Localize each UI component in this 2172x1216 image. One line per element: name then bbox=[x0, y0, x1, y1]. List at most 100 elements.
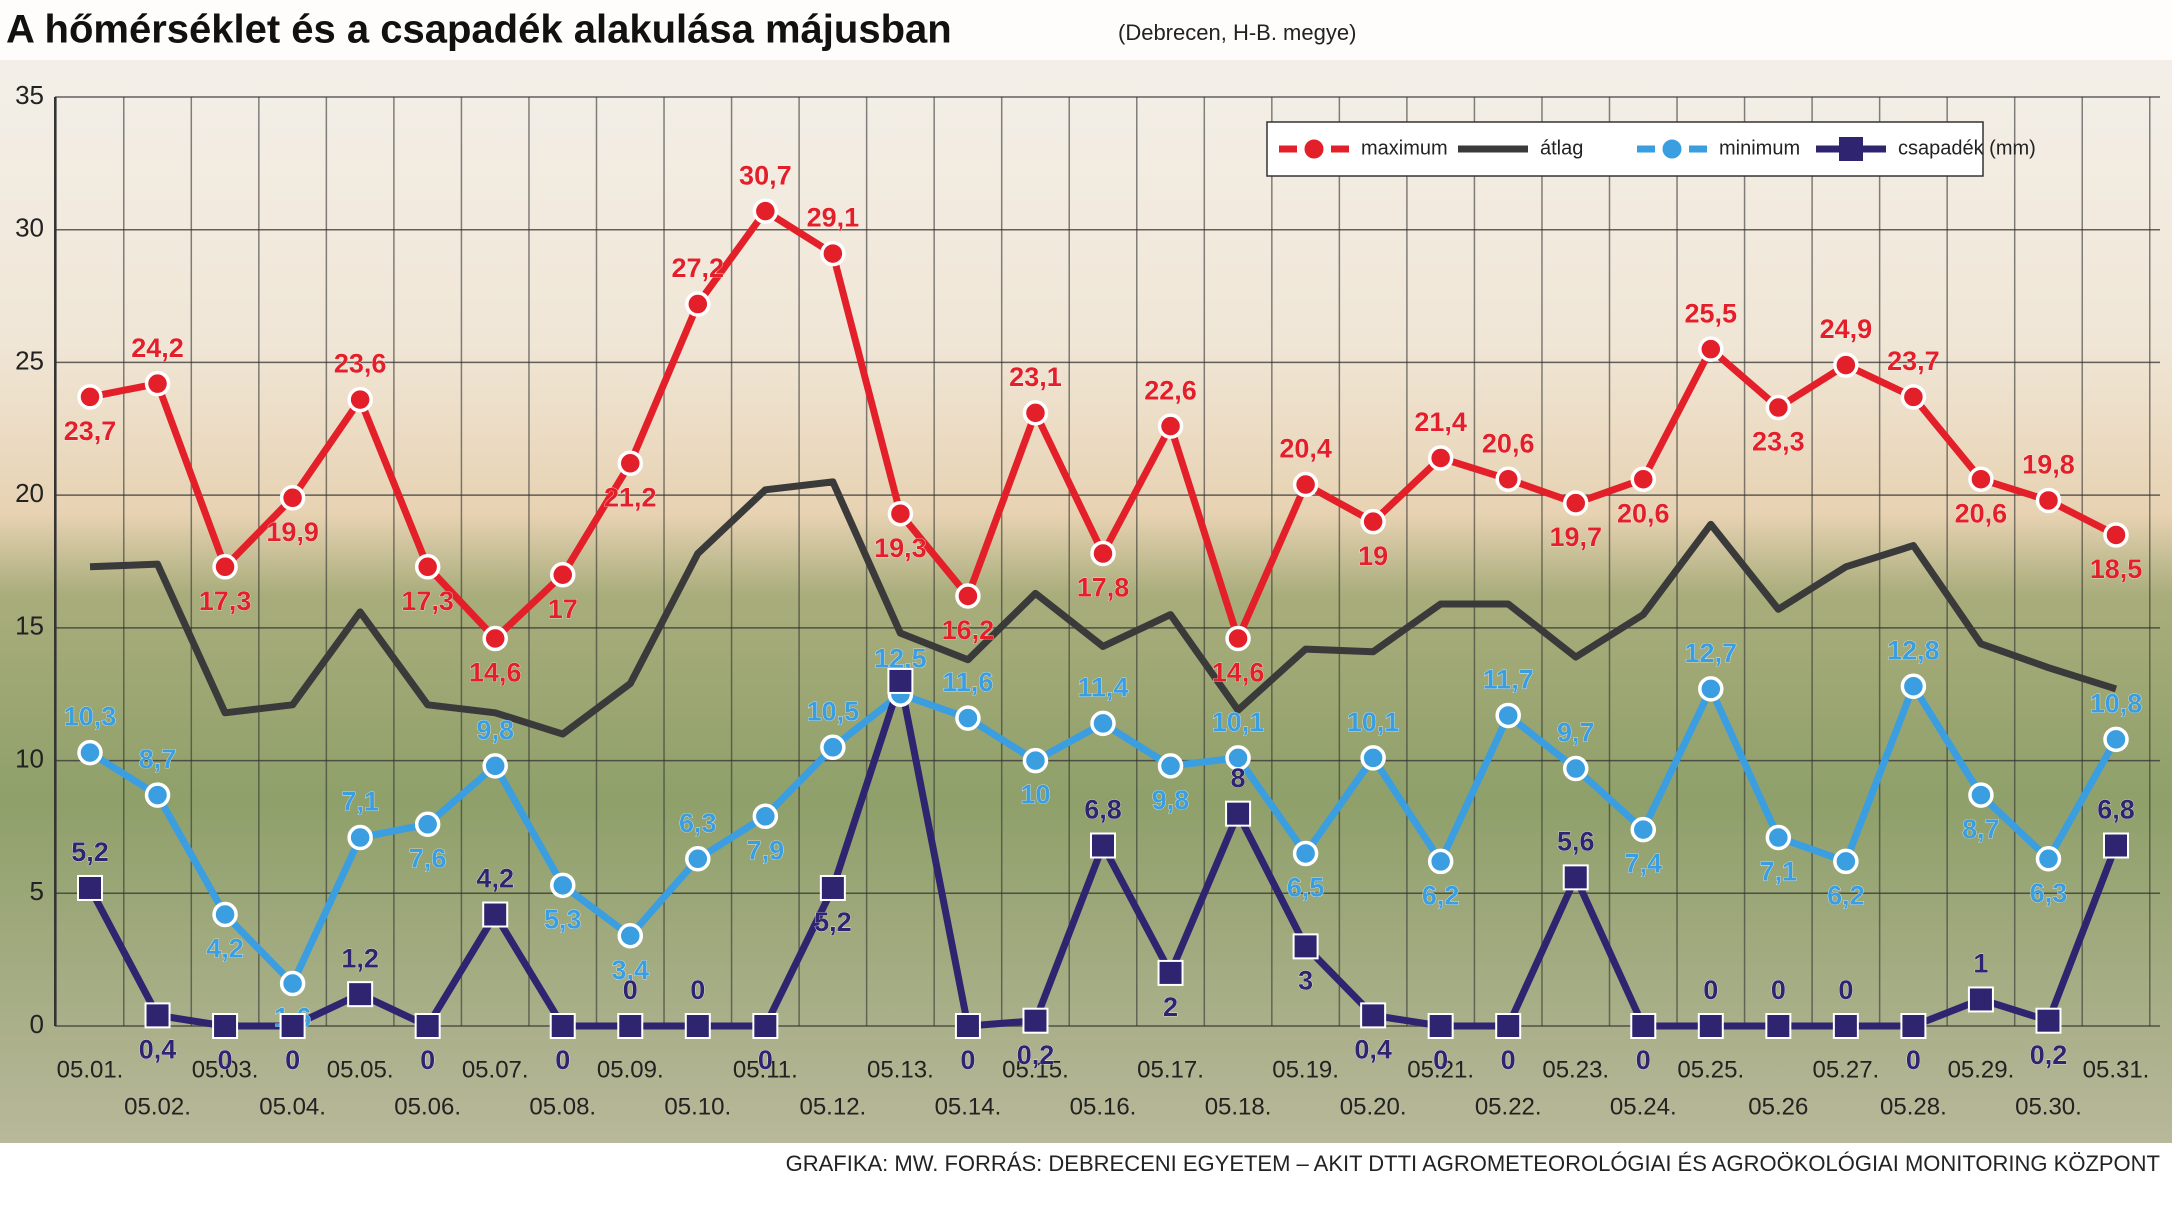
source: GRAFIKA: MW. FORRÁS: DEBRECENI EGYETEM –… bbox=[786, 1151, 2160, 1176]
title-band bbox=[0, 0, 2172, 60]
point bbox=[77, 384, 103, 410]
point bbox=[347, 386, 373, 413]
legend-label: átlag bbox=[1540, 137, 1583, 159]
data-label: 5,6 bbox=[1557, 826, 1595, 856]
point bbox=[1090, 832, 1116, 859]
point bbox=[414, 1013, 441, 1039]
point bbox=[1562, 864, 1589, 891]
data-label: 2 bbox=[1163, 992, 1178, 1022]
data-label: 10,8 bbox=[2090, 688, 2143, 718]
data-label: 5,2 bbox=[814, 907, 852, 937]
point bbox=[482, 753, 508, 779]
point bbox=[1360, 508, 1386, 535]
point bbox=[414, 554, 441, 580]
data-label: 0 bbox=[420, 1045, 435, 1075]
data-label: 14,6 bbox=[469, 658, 522, 688]
x-tick-label: 05.16. bbox=[1070, 1093, 1137, 1120]
point bbox=[1698, 676, 1724, 702]
data-label: 23,6 bbox=[334, 349, 387, 379]
point bbox=[1495, 1013, 1522, 1039]
data-label: 8 bbox=[1231, 763, 1246, 793]
point bbox=[1225, 800, 1252, 827]
data-label: 8,7 bbox=[1962, 814, 2000, 844]
data-label: 0 bbox=[1838, 975, 1853, 1005]
x-tick-label: 05.04. bbox=[259, 1093, 326, 1120]
data-label: 0 bbox=[1906, 1045, 1921, 1075]
point bbox=[2035, 1007, 2062, 1034]
data-label: 5,2 bbox=[71, 837, 109, 867]
data-label: 30,7 bbox=[739, 160, 792, 190]
point bbox=[617, 450, 644, 477]
point bbox=[144, 370, 171, 397]
data-label: 11,7 bbox=[1483, 665, 1534, 695]
point bbox=[954, 1013, 981, 1039]
point bbox=[212, 554, 238, 580]
y-tick-label: 30 bbox=[15, 213, 44, 243]
data-label: 0,4 bbox=[139, 1035, 177, 1065]
point bbox=[887, 500, 914, 527]
data-label: 19,3 bbox=[874, 533, 927, 563]
point bbox=[279, 485, 306, 511]
x-tick-label: 05.23. bbox=[1542, 1056, 1609, 1083]
point bbox=[1832, 1013, 1859, 1039]
point bbox=[1562, 755, 1589, 782]
point bbox=[1360, 745, 1386, 771]
data-label: 0 bbox=[960, 1045, 975, 1075]
data-label: 6,2 bbox=[1827, 881, 1865, 911]
point bbox=[1090, 540, 1116, 567]
data-label: 24,2 bbox=[131, 333, 184, 363]
data-label: 23,1 bbox=[1009, 362, 1062, 392]
data-label: 10,1 bbox=[1347, 707, 1400, 737]
point bbox=[1495, 466, 1521, 492]
data-label: 29,1 bbox=[807, 203, 860, 233]
data-label: 19,8 bbox=[2022, 450, 2075, 480]
point bbox=[1765, 394, 1792, 421]
data-label: 17,3 bbox=[199, 586, 252, 616]
data-label: 11,6 bbox=[942, 667, 993, 697]
data-label: 0 bbox=[1771, 975, 1786, 1005]
data-label: 17 bbox=[548, 594, 578, 624]
data-label: 7,1 bbox=[341, 787, 379, 817]
data-label: 20,6 bbox=[1482, 428, 1535, 458]
point bbox=[482, 625, 508, 652]
point bbox=[887, 667, 914, 694]
point bbox=[347, 824, 373, 851]
point bbox=[279, 1013, 306, 1039]
point bbox=[685, 291, 711, 317]
x-tick-label: 05.11. bbox=[733, 1056, 798, 1083]
x-tick-label: 05.02. bbox=[124, 1093, 191, 1120]
data-label: 1 bbox=[1973, 949, 1988, 979]
x-tick-label: 05.26 bbox=[1748, 1093, 1808, 1120]
data-label: 20,4 bbox=[1279, 434, 1332, 464]
point bbox=[1833, 352, 1859, 378]
point bbox=[955, 705, 981, 731]
point bbox=[549, 872, 576, 899]
point bbox=[1698, 336, 1724, 362]
legend-marker bbox=[1659, 136, 1685, 162]
data-label: 21,2 bbox=[604, 482, 657, 512]
point bbox=[1292, 471, 1319, 498]
data-label: 4,2 bbox=[476, 864, 514, 894]
x-tick-label: 05.19. bbox=[1272, 1056, 1339, 1083]
data-label: 23,7 bbox=[64, 416, 117, 446]
data-label: 0 bbox=[690, 975, 705, 1005]
point bbox=[1697, 1013, 1724, 1039]
chart-title: A hőmérséklet és a csapadék alakulása má… bbox=[6, 8, 952, 52]
data-label: 21,4 bbox=[1414, 407, 1467, 437]
point bbox=[549, 1013, 576, 1039]
x-tick-label: 05.09. bbox=[597, 1056, 664, 1083]
data-label: 9,7 bbox=[1557, 718, 1595, 748]
point bbox=[1427, 445, 1454, 471]
data-label: 16,2 bbox=[942, 615, 995, 645]
data-label: 0,4 bbox=[1354, 1035, 1392, 1065]
point bbox=[1630, 816, 1657, 843]
x-tick-label: 05.08. bbox=[529, 1093, 596, 1120]
x-tick-label: 05.14. bbox=[935, 1093, 1002, 1120]
x-tick-label: 05.21. bbox=[1407, 1056, 1474, 1083]
data-label: 10 bbox=[1020, 780, 1050, 810]
legend-label: maximum bbox=[1361, 137, 1448, 159]
data-label: 0,2 bbox=[1017, 1040, 1055, 1070]
y-tick-label: 35 bbox=[15, 80, 44, 110]
point bbox=[1360, 1002, 1387, 1029]
